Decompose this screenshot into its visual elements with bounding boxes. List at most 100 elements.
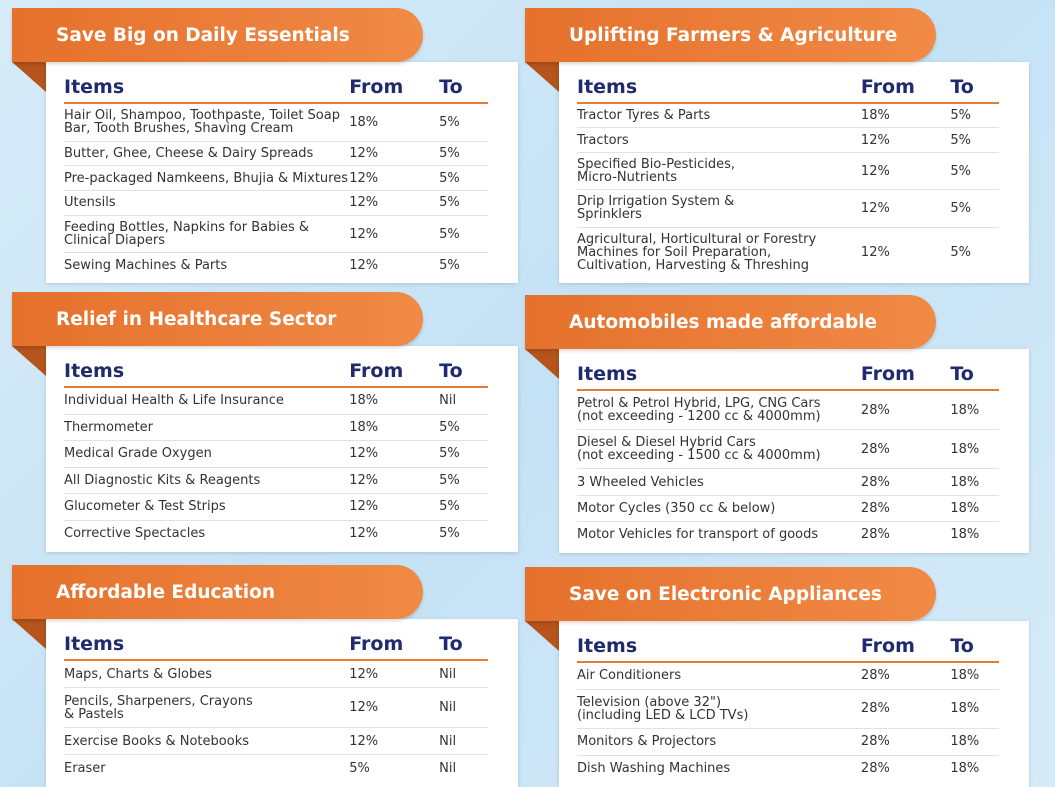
panel: Uplifting Farmers & Agriculture Items From… <box>525 8 1030 283</box>
column-header: To <box>439 76 463 98</box>
rate-to: 5% <box>950 163 971 179</box>
table-row: Drip Irrigation System & Sprinklers 12% 5% <box>577 190 999 228</box>
rate-from: 28% <box>860 760 890 776</box>
tab-fold <box>12 62 46 92</box>
item-name: Exercise Books & Notebooks <box>64 733 249 749</box>
item-name: Agricultural, Horticultural or Forestry … <box>577 231 817 273</box>
rate-to: 5% <box>439 226 460 242</box>
panel: Automobiles made affordable Items From To Pe… <box>525 295 1030 553</box>
table-row: Specified Bio-Pesticides, Micro-Nutrient… <box>577 153 999 191</box>
table-row: Individual Health & Life Insurance 18% Nil <box>64 388 488 415</box>
item-name: Tractor Tyres & Parts <box>577 108 711 124</box>
rate-from: 12% <box>349 700 379 715</box>
column-header: Items <box>577 635 638 657</box>
table-row: Pre-packaged Namkeens, Bhujia & Mixtures… <box>64 166 488 192</box>
rate-to: 18% <box>950 402 980 418</box>
item-name: Maps, Charts & Globes <box>64 666 213 682</box>
item-name: Feeding Bottles, Napkins for Babies & Cl… <box>64 220 309 249</box>
table-row: Glucometer & Test Strips 12% 5% <box>64 494 488 521</box>
rate-from: 12% <box>860 244 890 260</box>
table-row: Exercise Books & Notebooks 12% Nil <box>64 728 488 755</box>
column-header: Items <box>64 76 125 98</box>
item-name: Motor Vehicles for transport of goods <box>577 526 819 542</box>
rate-from: 18% <box>860 108 890 124</box>
rate-to: 5% <box>439 257 460 273</box>
column-header: From <box>349 76 404 98</box>
table-card: Items From To Hair Oil, Shampoo, Toothpaste… <box>46 62 518 283</box>
column-header: To <box>950 76 974 98</box>
rate-to: 18% <box>950 734 980 750</box>
rate-from: 18% <box>349 393 379 409</box>
table-row: Corrective Spectacles 12% 5% <box>64 521 488 547</box>
rate-to: 18% <box>950 500 980 516</box>
column-header: From <box>860 76 915 98</box>
section-title: Save Big on Daily Essentials <box>12 8 423 62</box>
rate-from: 28% <box>860 441 890 457</box>
item-name: Diesel & Diesel Hybrid Cars (not exceedi… <box>577 435 821 464</box>
table-row: Petrol & Petrol Hybrid, LPG, CNG Cars (n… <box>577 391 999 431</box>
rate-to: 5% <box>439 114 460 130</box>
rate-from: 12% <box>349 666 379 682</box>
table-header: Items From To <box>577 62 999 104</box>
section-title: Uplifting Farmers & Agriculture <box>525 8 936 62</box>
rate-to: 5% <box>439 472 460 488</box>
table-row: Butter, Ghee, Cheese & Dairy Spreads 12% 5… <box>64 142 488 167</box>
table-card: Items From To Tractor Tyres & Parts 18% 5% Tra… <box>559 62 1029 283</box>
table-card: Items From To Maps, Charts & Globes 12% Nil Pe… <box>46 619 518 787</box>
item-name: Corrective Spectacles <box>64 525 206 541</box>
rate-to: 18% <box>950 474 980 490</box>
table-row: Dish Washing Machines 28% 18% <box>577 756 999 782</box>
rate-from: 18% <box>349 419 379 435</box>
table-row: All Diagnostic Kits & Reagents 12% 5% <box>64 468 488 494</box>
table-body: Hair Oil, Shampoo, Toothpaste, Toilet So… <box>64 104 488 277</box>
section-title: Affordable Education <box>12 565 423 619</box>
table-row: Agricultural, Horticultural or Forestry … <box>577 228 999 277</box>
rate-to: Nil <box>439 700 457 715</box>
rate-to: 5% <box>439 419 460 435</box>
table-row: Tractors 12% 5% <box>577 128 999 153</box>
item-name: Motor Cycles (350 cc & below) <box>577 500 776 516</box>
rate-to: 5% <box>439 170 460 186</box>
rate-from: 28% <box>860 701 890 717</box>
rate-from: 12% <box>349 446 379 462</box>
table-header: Items From To <box>577 621 999 663</box>
table-row: Television (above 32") (including LED & … <box>577 690 999 729</box>
table-header: Items From To <box>577 349 999 391</box>
table-header: Items From To <box>64 346 488 388</box>
rate-from: 28% <box>860 526 890 542</box>
rate-from: 28% <box>860 734 890 750</box>
column-header: To <box>950 635 974 657</box>
tab-fold <box>525 349 559 379</box>
rate-to: 18% <box>950 526 980 542</box>
table-row: Thermometer 18% 5% <box>64 415 488 441</box>
column-header: Items <box>64 633 125 655</box>
rate-from: 5% <box>349 760 370 776</box>
table-row: Sewing Machines & Parts 12% 5% <box>64 253 488 277</box>
item-name: All Diagnostic Kits & Reagents <box>64 472 261 488</box>
item-name: Butter, Ghee, Cheese & Dairy Spreads <box>64 146 314 161</box>
column-header: To <box>439 633 463 655</box>
table-row: Maps, Charts & Globes 12% Nil <box>64 661 488 688</box>
section-title: Relief in Healthcare Sector <box>12 292 423 346</box>
column-header: From <box>860 363 915 385</box>
column-header: Items <box>64 360 125 382</box>
item-name: Medical Grade Oxygen <box>64 446 212 462</box>
tab-fold <box>525 62 559 92</box>
table-row: 3 Wheeled Vehicles 28% 18% <box>577 469 999 496</box>
table-row: Medical Grade Oxygen 12% 5% <box>64 441 488 468</box>
item-name: Pre-packaged Namkeens, Bhujia & Mixtures <box>64 170 348 186</box>
table-row: Hair Oil, Shampoo, Toothpaste, Toilet So… <box>64 104 488 142</box>
section-title: Save on Electronic Appliances <box>525 567 936 621</box>
item-name: Dish Washing Machines <box>577 760 731 776</box>
rate-to: 5% <box>950 108 971 124</box>
rate-from: 12% <box>860 200 890 216</box>
column-header: From <box>349 633 404 655</box>
table-card: Items From To Air Conditioners 28% 18% Televis… <box>559 621 1029 787</box>
table-row: Air Conditioners 28% 18% <box>577 663 999 690</box>
panel: Relief in Healthcare Sector Items From To In… <box>12 292 519 552</box>
rate-from: 12% <box>349 170 379 186</box>
item-name: Hair Oil, Shampoo, Toothpaste, Toilet So… <box>64 108 340 137</box>
table-row: Tractor Tyres & Parts 18% 5% <box>577 104 999 129</box>
item-name: Air Conditioners <box>577 668 682 684</box>
